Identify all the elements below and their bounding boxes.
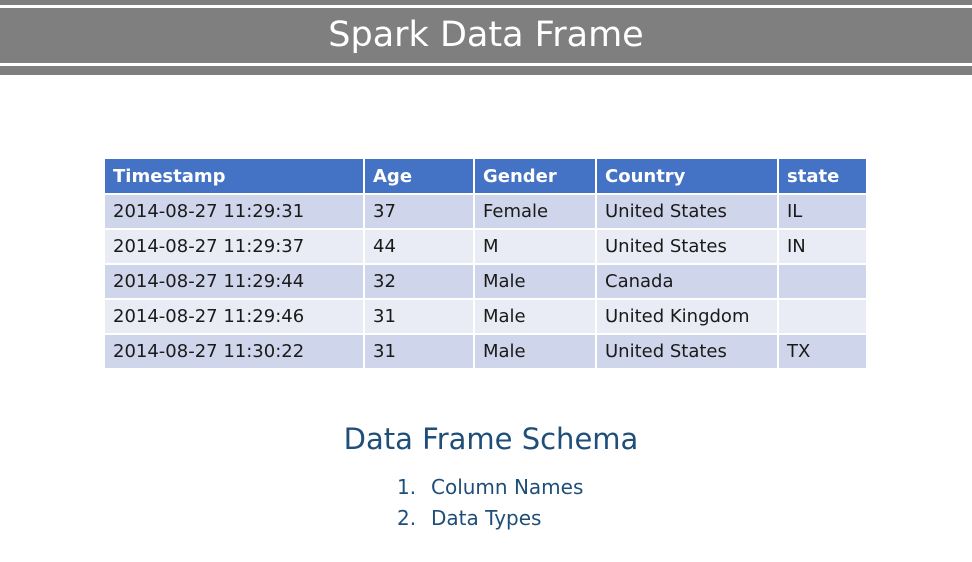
cell-age: 44 [363,228,475,265]
cell-age: 37 [363,193,475,230]
data-frame-table: Timestamp Age Gender Country state 2014-… [103,157,868,370]
list-item-text: Column Names [431,475,584,499]
schema-list: 1. Column Names 2. Data Types [397,472,583,534]
cell-country: United States [595,228,779,265]
cell-state: TX [777,333,868,370]
table-row: 2014-08-27 11:29:37 44 M United States I… [103,228,868,265]
cell-gender: M [473,228,597,265]
title-line-bottom [0,63,972,66]
header-country: Country [595,157,779,195]
cell-timestamp: 2014-08-27 11:29:37 [103,228,365,265]
cell-timestamp: 2014-08-27 11:29:31 [103,193,365,230]
table-row: 2014-08-27 11:30:22 31 Male United State… [103,333,868,370]
header-gender: Gender [473,157,597,195]
table-header-row: Timestamp Age Gender Country state [103,157,868,195]
table-row: 2014-08-27 11:29:31 37 Female United Sta… [103,193,868,230]
cell-state: IL [777,193,868,230]
list-number: 1. [397,475,417,499]
cell-country: United States [595,193,779,230]
list-number: 2. [397,506,417,530]
table-row: 2014-08-27 11:29:44 32 Male Canada [103,263,868,300]
cell-gender: Male [473,333,597,370]
cell-gender: Male [473,263,597,300]
cell-state [777,263,868,300]
slide-title: Spark Data Frame [328,15,644,55]
cell-gender: Female [473,193,597,230]
schema-title: Data Frame Schema [343,422,639,456]
cell-age: 31 [363,333,475,370]
schema-list-item: 2. Data Types [397,503,583,534]
schema-list-item: 1. Column Names [397,472,583,503]
table-row: 2014-08-27 11:29:46 31 Male United Kingd… [103,298,868,335]
data-frame-table-wrap: Timestamp Age Gender Country state 2014-… [103,157,868,370]
cell-timestamp: 2014-08-27 11:30:22 [103,333,365,370]
cell-timestamp: 2014-08-27 11:29:46 [103,298,365,335]
list-item-text: Data Types [431,506,542,530]
header-age: Age [363,157,475,195]
cell-gender: Male [473,298,597,335]
cell-age: 31 [363,298,475,335]
title-band: Spark Data Frame [0,0,972,75]
cell-timestamp: 2014-08-27 11:29:44 [103,263,365,300]
cell-state [777,298,868,335]
cell-country: United States [595,333,779,370]
header-state: state [777,157,868,195]
cell-country: Canada [595,263,779,300]
cell-state: IN [777,228,868,265]
cell-country: United Kingdom [595,298,779,335]
cell-age: 32 [363,263,475,300]
title-line-top [0,5,972,8]
header-timestamp: Timestamp [103,157,365,195]
